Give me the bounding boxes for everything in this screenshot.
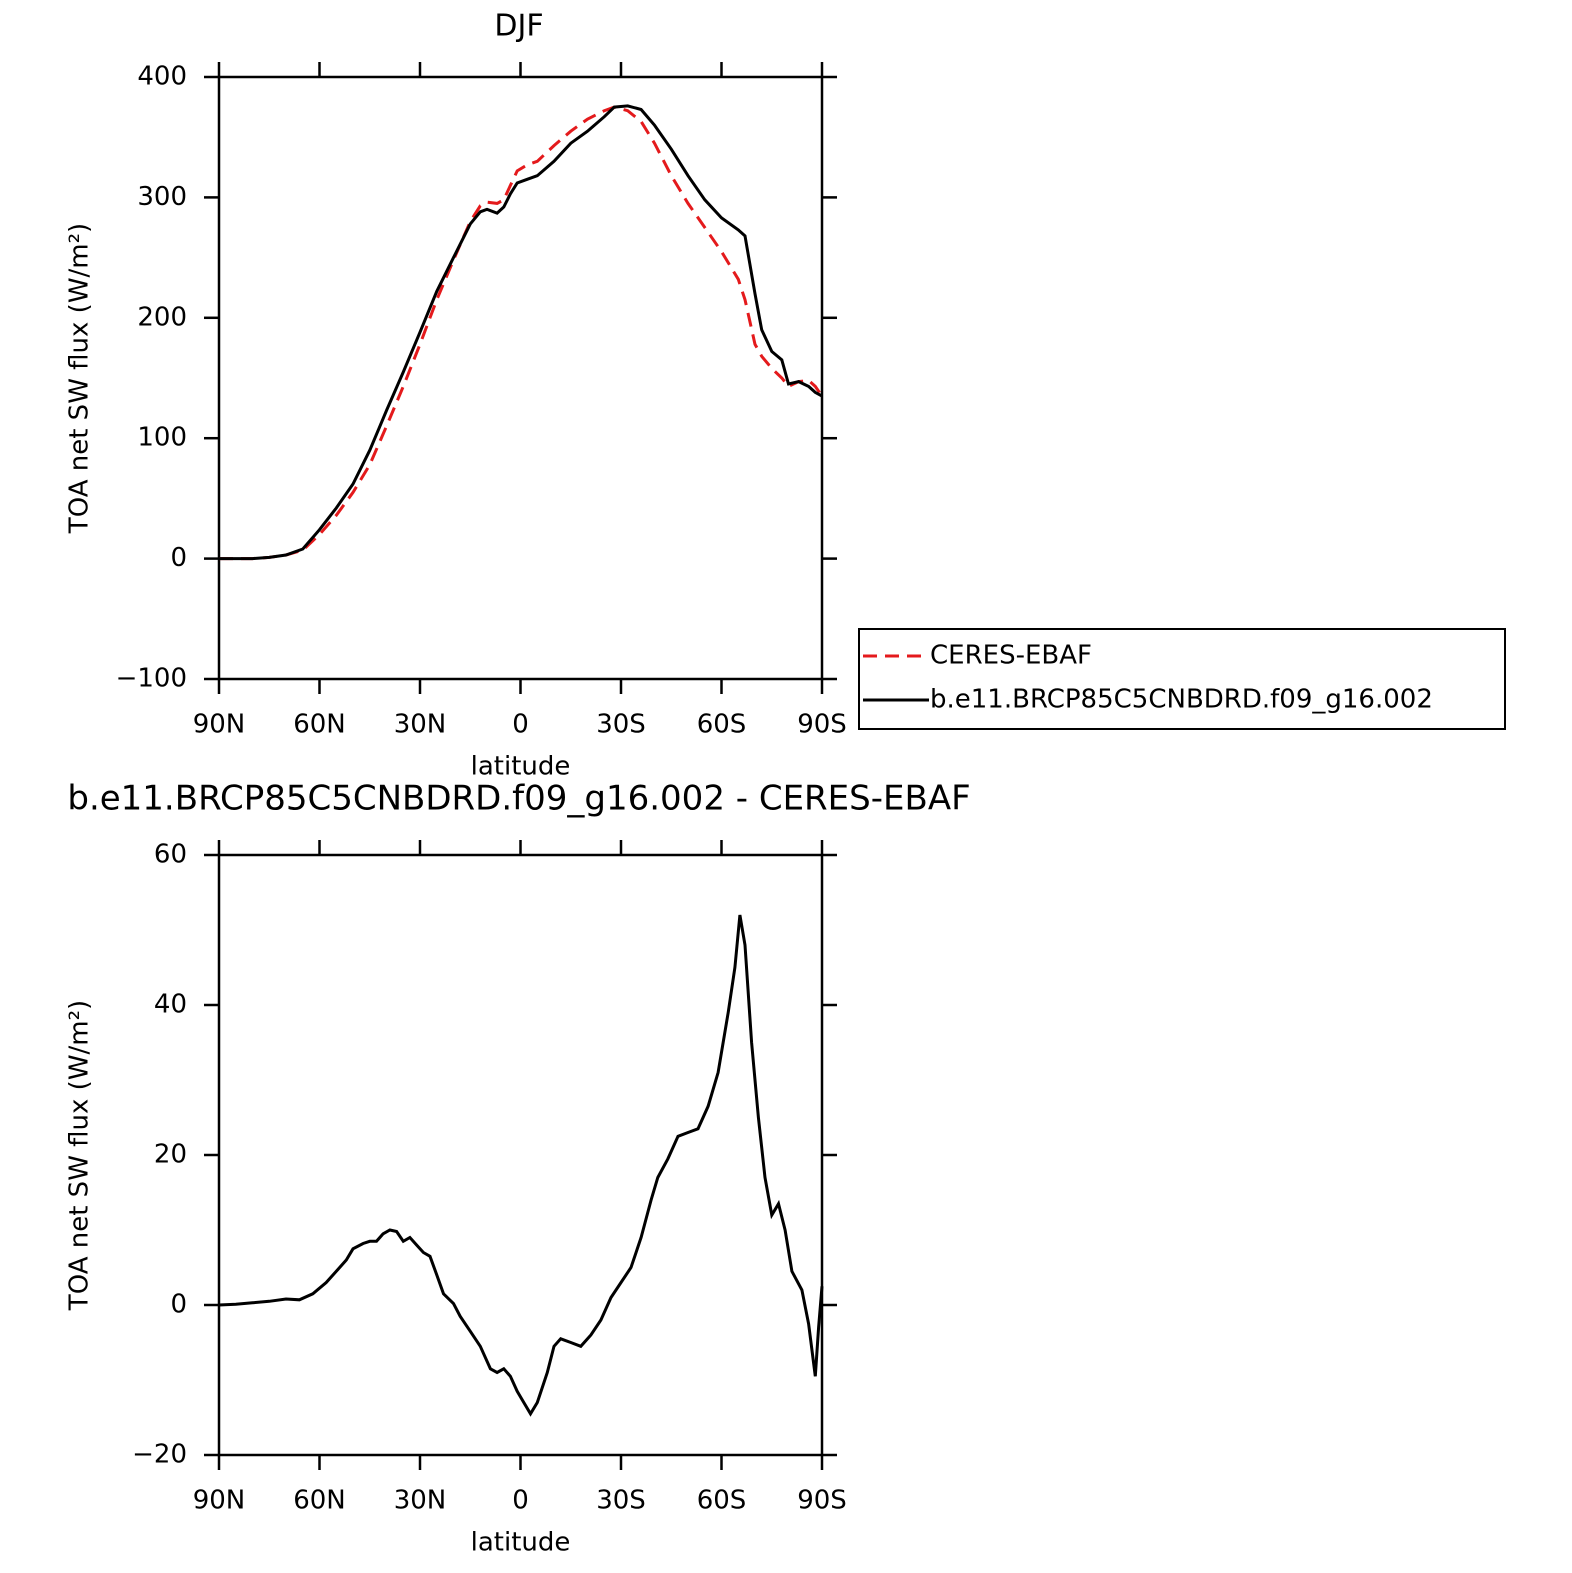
data-line	[219, 105, 824, 561]
x-tick-label: 90S	[797, 710, 847, 740]
x-tick-label: 60N	[293, 1486, 346, 1516]
y-tick-label: 0	[170, 1290, 187, 1320]
data-line	[219, 104, 823, 561]
data-line	[218, 914, 824, 1417]
x-tick-label: 0	[512, 1486, 529, 1516]
y-tick-label: 400	[137, 62, 187, 92]
x-tick-label: 90N	[193, 710, 246, 740]
x-tick-label: 30S	[596, 710, 646, 740]
y-tick-label: 300	[137, 182, 187, 212]
legend-label: CERES-EBAF	[930, 641, 1092, 671]
x-axis-label: latitude	[471, 752, 571, 782]
legend-label: b.e11.BRCP85C5CNBDRD.f09_g16.002	[930, 685, 1433, 715]
chart-title: b.e11.BRCP85C5CNBDRD.f09_g16.002 - CERES…	[67, 779, 970, 819]
x-tick-label: 60N	[293, 710, 346, 740]
x-tick-label: 30S	[596, 1486, 646, 1516]
y-tick-label: 40	[154, 990, 187, 1020]
y-tick-label: −20	[132, 1440, 187, 1470]
x-tick-label: 0	[512, 710, 529, 740]
y-axis-label: TOA net SW flux (W/m²)	[65, 1000, 95, 1311]
x-tick-label: 90N	[193, 1486, 246, 1516]
x-tick-label: 60S	[697, 1486, 747, 1516]
y-tick-label: 0	[170, 543, 187, 573]
x-tick-label: 30N	[394, 710, 447, 740]
x-tick-label: 60S	[697, 710, 747, 740]
legend-box	[858, 628, 1506, 730]
y-tick-label: 100	[137, 423, 187, 453]
y-tick-label: 200	[137, 302, 187, 332]
x-tick-label: 90S	[797, 1486, 847, 1516]
plot-frame	[217, 853, 824, 1457]
y-tick-label: −100	[116, 664, 187, 694]
y-tick-label: 60	[154, 840, 187, 870]
x-tick-label: 30N	[394, 1486, 447, 1516]
chart-title: DJF	[494, 9, 543, 44]
y-tick-label: 20	[154, 1140, 187, 1170]
x-axis-label: latitude	[471, 1528, 571, 1558]
y-axis-label: TOA net SW flux (W/m²)	[65, 223, 95, 534]
